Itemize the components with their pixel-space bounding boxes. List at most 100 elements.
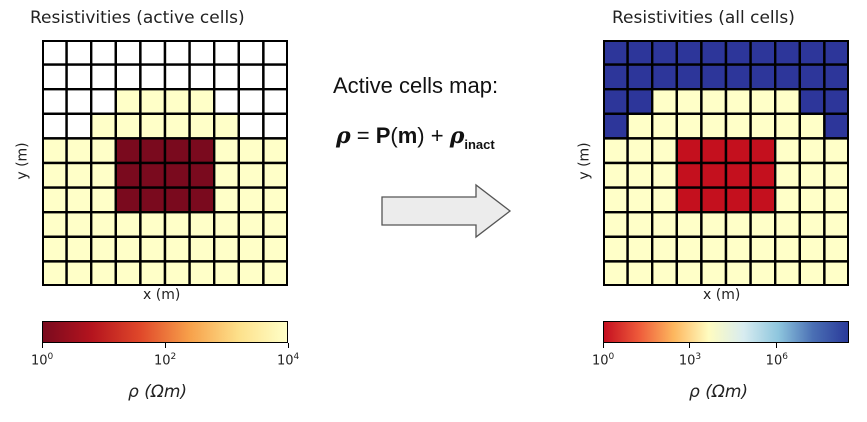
eq-paren-open: ( xyxy=(390,123,398,148)
right-cell-r2-c4 xyxy=(700,88,728,116)
right-cell-r3-c7 xyxy=(773,112,801,140)
left-cell-r1-c7 xyxy=(212,63,240,91)
left-panel-title: Resistivities (active cells) xyxy=(30,8,245,28)
right-cell-r2-c1 xyxy=(626,88,654,116)
right-cell-r8-c5 xyxy=(724,235,752,263)
right-cell-r6-c7 xyxy=(773,186,801,214)
right-cell-r6-c1 xyxy=(626,186,654,214)
left-cell-r5-c8 xyxy=(237,161,265,189)
left-cell-r9-c2 xyxy=(90,260,118,286)
right-cell-r9-c1 xyxy=(626,260,654,286)
left-cell-r6-c1 xyxy=(65,186,93,214)
right-colorbar xyxy=(603,321,849,343)
right-cell-r6-c5 xyxy=(724,186,752,214)
left-cell-r8-c5 xyxy=(163,235,191,263)
left-cell-r3-c0 xyxy=(42,112,68,140)
left-colorbar-unit: (Ωm) xyxy=(144,382,188,402)
eq-model-m: m xyxy=(397,123,418,148)
left-cell-r1-c8 xyxy=(237,63,265,91)
right-cell-r5-c1 xyxy=(626,161,654,189)
left-cell-r9-c6 xyxy=(188,260,216,286)
left-cell-r7-c3 xyxy=(114,210,142,238)
right-cell-r8-c4 xyxy=(700,235,728,263)
right-cell-r7-c8 xyxy=(798,210,826,238)
right-cell-r7-c9 xyxy=(823,210,849,238)
right-cell-r0-c4 xyxy=(700,40,728,66)
left-cell-r7-c2 xyxy=(90,210,118,238)
left-cell-r1-c0 xyxy=(42,63,68,91)
left-cell-r2-c9 xyxy=(262,88,288,116)
left-cell-r8-c3 xyxy=(114,235,142,263)
right-cell-r6-c8 xyxy=(798,186,826,214)
left-cell-r1-c6 xyxy=(188,63,216,91)
left-cell-r8-c2 xyxy=(90,235,118,263)
right-cell-r1-c9 xyxy=(823,63,849,91)
left-cell-r5-c9 xyxy=(262,161,288,189)
right-cell-r4-c5 xyxy=(724,137,752,165)
left-frame xyxy=(42,40,288,286)
left-cell-r8-c6 xyxy=(188,235,216,263)
right-cell-r8-c9 xyxy=(823,235,849,263)
right-cell-r4-c2 xyxy=(651,137,679,165)
right-cell-r0-c9 xyxy=(823,40,849,66)
right-cell-r5-c8 xyxy=(798,161,826,189)
left-cell-r3-c6 xyxy=(188,112,216,140)
left-cell-r2-c0 xyxy=(42,88,68,116)
left-cell-r7-c5 xyxy=(163,210,191,238)
right-cell-r3-c5 xyxy=(724,112,752,140)
right-cell-r1-c8 xyxy=(798,63,826,91)
mapping-equation: ρ = P(m) + ρinact xyxy=(336,123,495,152)
left-colorbar-tickmark xyxy=(41,343,43,348)
right-cell-r1-c0 xyxy=(603,63,629,91)
left-cell-r0-c5 xyxy=(163,40,191,66)
left-cell-r0-c4 xyxy=(139,40,167,66)
left-y-axis-label: y (m) xyxy=(14,142,31,180)
left-cell-r6-c6 xyxy=(188,186,216,214)
left-cell-r8-c7 xyxy=(212,235,240,263)
right-cell-r3-c6 xyxy=(749,112,777,140)
right-cell-r6-c9 xyxy=(823,186,849,214)
right-colorbar-symbol: ρ xyxy=(689,382,700,402)
left-cell-r6-c4 xyxy=(139,186,167,214)
left-cell-r6-c2 xyxy=(90,186,118,214)
left-cell-r4-c4 xyxy=(139,137,167,165)
left-cell-r2-c4 xyxy=(139,88,167,116)
left-cell-r3-c8 xyxy=(237,112,265,140)
left-cell-r7-c8 xyxy=(237,210,265,238)
eq-subscript-inact: inact xyxy=(464,137,495,152)
right-cell-r4-c4 xyxy=(700,137,728,165)
right-cell-r1-c2 xyxy=(651,63,679,91)
right-cell-r1-c3 xyxy=(675,63,703,91)
right-cell-r9-c5 xyxy=(724,260,752,286)
right-cell-r7-c4 xyxy=(700,210,728,238)
right-cell-r6-c4 xyxy=(700,186,728,214)
right-cell-r6-c2 xyxy=(651,186,679,214)
eq-plus: + xyxy=(424,123,450,148)
left-cell-r4-c2 xyxy=(90,137,118,165)
left-colorbar-tickmark xyxy=(164,343,166,348)
left-cell-r9-c1 xyxy=(65,260,93,286)
right-colorbar-tickmark xyxy=(776,343,778,348)
left-cell-r4-c6 xyxy=(188,137,216,165)
right-cell-r3-c2 xyxy=(651,112,679,140)
right-cell-r9-c9 xyxy=(823,260,849,286)
right-frame xyxy=(603,40,849,286)
eq-operator-p: P xyxy=(375,123,391,148)
left-cell-r6-c9 xyxy=(262,186,288,214)
left-cell-r3-c7 xyxy=(212,112,240,140)
eq-paren-close: ) xyxy=(417,123,425,148)
right-colorbar-tickmark xyxy=(689,343,691,348)
right-panel-title: Resistivities (all cells) xyxy=(612,8,795,28)
left-cell-r5-c7 xyxy=(212,161,240,189)
left-cell-r2-c8 xyxy=(237,88,265,116)
left-cell-r3-c9 xyxy=(262,112,288,140)
left-cell-r4-c7 xyxy=(212,137,240,165)
left-cell-r2-c1 xyxy=(65,88,93,116)
right-cell-r9-c4 xyxy=(700,260,728,286)
right-cell-r8-c3 xyxy=(675,235,703,263)
right-cell-r7-c5 xyxy=(724,210,752,238)
left-cell-r7-c1 xyxy=(65,210,93,238)
left-cell-r6-c7 xyxy=(212,186,240,214)
left-cell-r5-c4 xyxy=(139,161,167,189)
left-cell-r3-c3 xyxy=(114,112,142,140)
